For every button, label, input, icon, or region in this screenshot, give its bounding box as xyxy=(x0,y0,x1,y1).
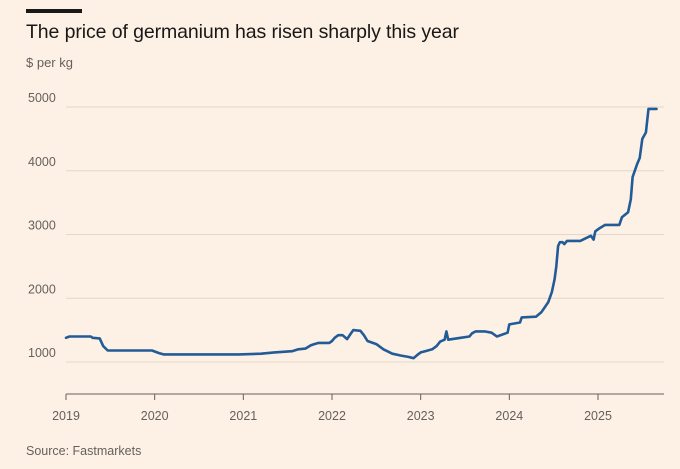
x-tick-label-2020: 2020 xyxy=(141,409,169,423)
chart-title: The price of germanium has risen sharply… xyxy=(26,21,459,43)
x-tick-label-2023: 2023 xyxy=(407,409,435,423)
x-tick-label-2022: 2022 xyxy=(318,409,346,423)
y-tick-label-2000: 2000 xyxy=(28,282,56,296)
source-note: Source: Fastmarkets xyxy=(26,444,142,458)
x-tick-label-2019: 2019 xyxy=(52,409,80,423)
y-tick-label-4000: 4000 xyxy=(28,155,56,169)
x-tick-label-2024: 2024 xyxy=(495,409,523,423)
y-tick-label-1000: 1000 xyxy=(28,346,56,360)
x-tick-label-2025: 2025 xyxy=(584,409,612,423)
y-tick-label-5000: 5000 xyxy=(28,91,56,105)
y-unit-label: $ per kg xyxy=(26,55,73,70)
y-tick-label-3000: 3000 xyxy=(28,219,56,233)
x-tick-label-2021: 2021 xyxy=(229,409,257,423)
series-line-0 xyxy=(64,107,658,360)
brand-bar xyxy=(26,9,82,13)
